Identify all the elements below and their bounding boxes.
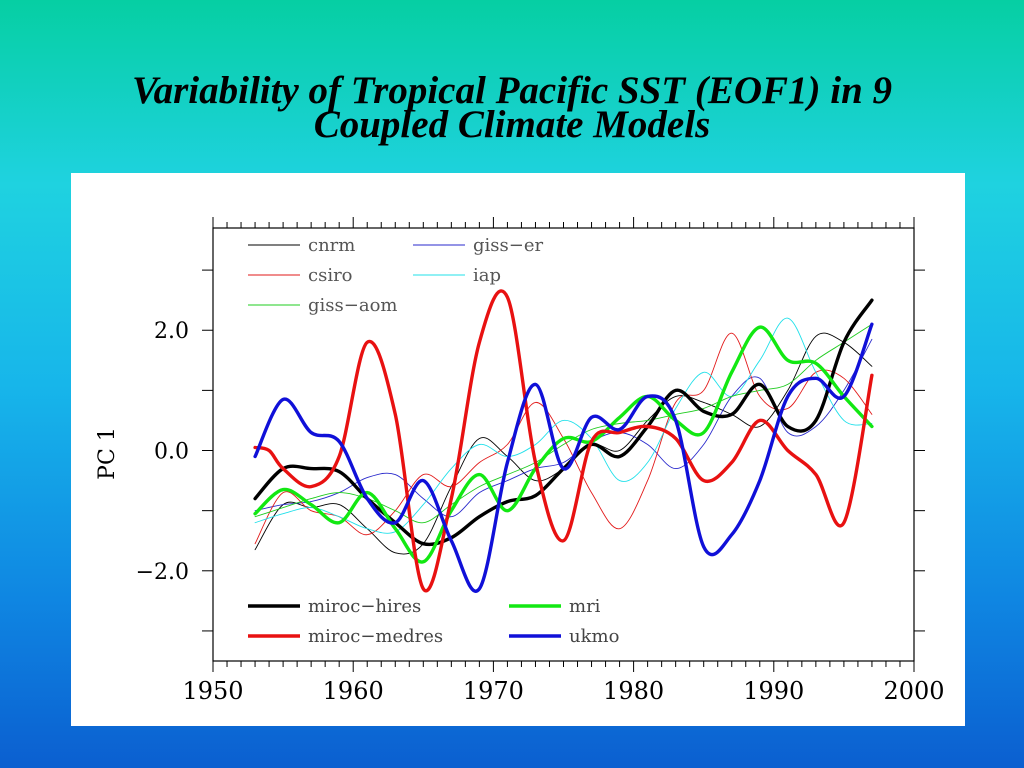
legend-label: giss−er [473, 235, 543, 256]
slide-title-line-2: Coupled Climate Models [313, 103, 711, 146]
legend-entry-mri: mri [509, 596, 601, 617]
legend-entry-cnrm: cnrm [248, 235, 355, 256]
chart-panel: 1950 1960 1970 1980 1990 2000 −2.0 0.0 2.0 PC 1 cn… [71, 173, 965, 726]
legend-label: ukmo [569, 626, 619, 647]
y-tick-label: 0.0 [154, 440, 189, 465]
legend-label: iap [473, 265, 501, 286]
x-tick-label: 2000 [883, 677, 944, 705]
x-tick-label: 1950 [182, 677, 243, 705]
legend-entry-csiro: csiro [248, 265, 353, 286]
legend-entry-giss-er: giss−er [413, 235, 543, 256]
series-line-cnrm [254, 332, 873, 555]
legend-label: csiro [308, 265, 353, 286]
legend-label: cnrm [308, 235, 355, 256]
y-tick-label: 2.0 [154, 319, 189, 344]
legend-entry-miroc-hires: miroc−hires [248, 596, 421, 617]
series-line-csiro [254, 332, 873, 545]
x-tick-label: 1990 [743, 677, 804, 705]
series-line-mri [253, 325, 874, 564]
slide-title-line-1: Variability of Tropical Pacific SST (EOF… [131, 69, 893, 112]
y-tick-label: −2.0 [136, 560, 189, 585]
x-tick-label: 1970 [463, 677, 524, 705]
legend-entry-miroc-medres: miroc−medres [248, 626, 443, 647]
x-tick-label: 1960 [323, 677, 384, 705]
series-lines [253, 289, 874, 593]
slide-title: Variability of Tropical Pacific SST (EOF… [0, 71, 1024, 144]
legend-entry-giss-aom: giss−aom [248, 295, 397, 316]
x-tick-label: 1980 [603, 677, 664, 705]
legend-label: giss−aom [308, 295, 397, 316]
legend-label: miroc−medres [308, 626, 443, 647]
series-line-miroc-medres [253, 289, 874, 593]
series-line-ukmo [253, 322, 874, 593]
legend-entry-ukmo: ukmo [509, 626, 619, 647]
legend-entry-iap: iap [413, 265, 501, 286]
pc1-line-chart: 1950 1960 1970 1980 1990 2000 −2.0 0.0 2.0 PC 1 cn… [95, 217, 945, 705]
legend-label: miroc−hires [308, 596, 421, 617]
legend-label: mri [569, 596, 601, 617]
y-axis-label: PC 1 [95, 427, 120, 480]
series-line-iap [254, 317, 873, 534]
